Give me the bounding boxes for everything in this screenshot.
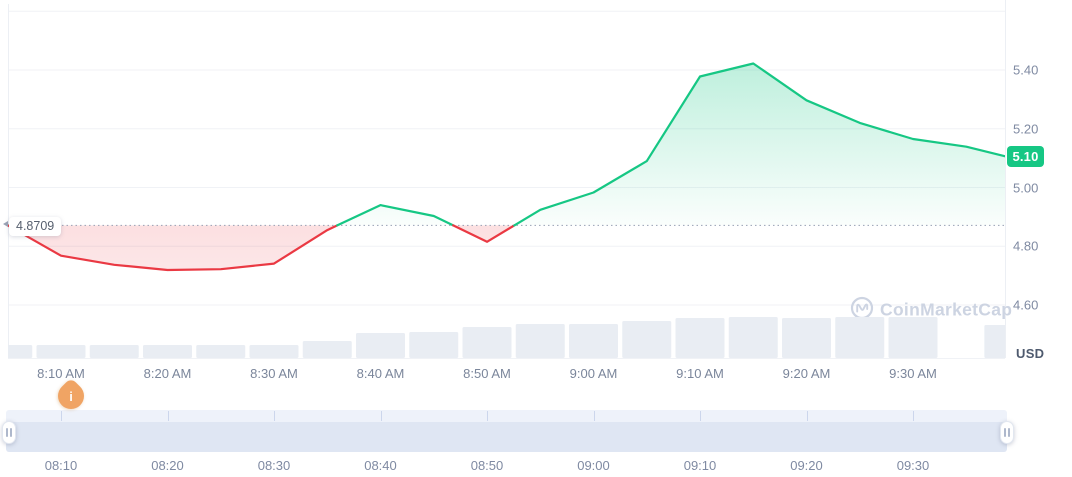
- coinmarketcap-watermark: CoinMarketCap: [850, 296, 1012, 320]
- navigator-tick: [913, 411, 914, 421]
- price-line-down: [8, 224, 339, 272]
- volume-bar: [302, 341, 352, 358]
- navigator-time-label: 09:00: [577, 458, 610, 473]
- navigator-tick: [167, 411, 169, 421]
- y-axis-label: 4.60: [1013, 297, 1039, 313]
- navigator-tick: [487, 411, 488, 421]
- navigator-selected-range[interactable]: [6, 422, 1007, 452]
- open-price-marker-icon: [3, 221, 8, 227]
- y-axis-label: 5.20: [1013, 121, 1039, 137]
- price-chart-canvas[interactable]: CoinMarketCap: [0, 0, 1072, 360]
- volume-bar: [143, 345, 192, 358]
- info-icon: i: [69, 388, 73, 404]
- watermark-label: CoinMarketCap: [880, 300, 1012, 320]
- navigator-time-label: 09:10: [683, 458, 717, 473]
- x-axis-label: 8:30 AM: [250, 366, 298, 381]
- navigator-right-handle[interactable]: [1000, 421, 1014, 444]
- volume-bar: [89, 345, 139, 358]
- navigator-time-label: 08:10: [44, 458, 78, 473]
- volume-bar: [888, 317, 938, 358]
- volume-bar: [462, 327, 512, 358]
- y-axis-label: 5.00: [1013, 180, 1039, 195]
- area-fill-down: [453, 225, 515, 242]
- info-pin[interactable]: i: [52, 377, 90, 415]
- volume-bar: [675, 318, 725, 358]
- navigator-left-handle[interactable]: [2, 421, 16, 444]
- navigator-tick: [700, 411, 701, 421]
- x-axis-label: 8:50 AM: [463, 366, 511, 381]
- area-fill-up: [337, 205, 454, 226]
- price-line-down: [452, 224, 516, 243]
- current-price-badge: 5.10: [1007, 146, 1044, 167]
- price-line-up: [336, 204, 455, 227]
- volume-bar: [249, 345, 299, 358]
- volume-bar: [356, 333, 405, 358]
- x-axis-label: 9:20 AM: [782, 366, 831, 381]
- x-axis-label: 8:10 AM: [37, 366, 85, 381]
- area-fill-up: [514, 63, 1005, 226]
- navigator-time-label: 08:40: [364, 458, 397, 473]
- open-price-label: 4.8709: [9, 217, 62, 236]
- navigator-time-label: 08:50: [470, 458, 504, 473]
- y-axis-label: 5.40: [1013, 62, 1039, 78]
- y-axis-unit-label: USD: [1016, 346, 1045, 361]
- volume-bar: [569, 324, 618, 358]
- coinmarketcap-logo-icon: [850, 296, 874, 320]
- volume-bar: [984, 325, 1005, 358]
- navigator-tick: [380, 411, 382, 421]
- volume-bar: [36, 345, 86, 358]
- navigator-time-label: 09:20: [790, 458, 823, 473]
- navigator-tick: [61, 411, 62, 421]
- y-axis-label: 4.80: [1013, 238, 1039, 254]
- volume-bar: [622, 321, 672, 358]
- navigator-tick: [274, 411, 275, 421]
- volume-bar: [196, 345, 246, 358]
- navigator-time-label: 08:30: [257, 458, 291, 473]
- x-axis-label: 9:00 AM: [569, 366, 618, 381]
- navigator-tick: [806, 411, 808, 421]
- volume-bar: [728, 317, 778, 358]
- x-axis-label: 9:30 AM: [889, 366, 937, 381]
- x-axis-label: 8:20 AM: [143, 366, 192, 381]
- volume-bar: [782, 318, 831, 358]
- price-line-up: [513, 62, 1005, 227]
- volume-bar: [515, 324, 565, 358]
- range-navigator[interactable]: [2, 410, 1014, 452]
- volume-bar: [409, 332, 459, 358]
- navigator-time-label: 09:30: [896, 458, 930, 473]
- navigator-preview-strip[interactable]: [6, 410, 1007, 422]
- x-axis-label: 9:10 AM: [676, 366, 724, 381]
- volume-bar: [835, 317, 885, 358]
- area-fill-down: [8, 225, 338, 270]
- x-axis-label: 8:40 AM: [356, 366, 405, 381]
- volume-bar: [8, 345, 33, 358]
- navigator-tick: [593, 411, 595, 421]
- navigator-time-label: 08:20: [151, 458, 184, 473]
